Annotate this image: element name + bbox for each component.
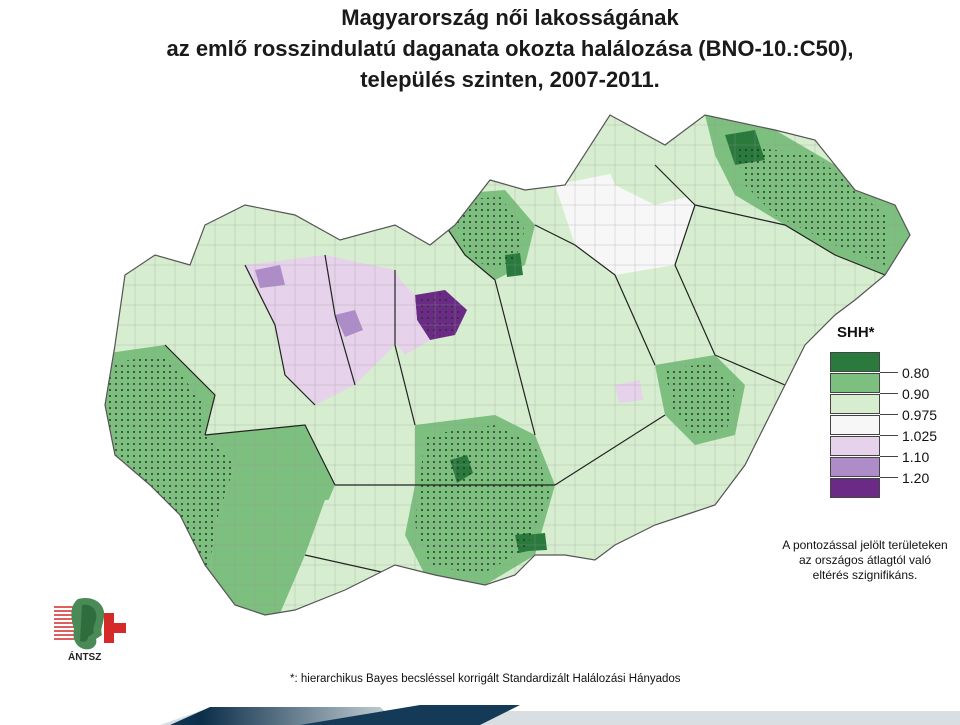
logo-text: ÁNTSZ [68,652,102,663]
map-regions [105,115,910,615]
significance-dots-south [415,425,550,575]
region-borsod-light [595,135,695,205]
hungary-choropleth-map [95,105,915,665]
legend-tick-5 [880,456,898,457]
region-purple-mid-1 [335,310,363,337]
legend-swatch-4 [830,415,880,435]
title-line-1: Magyarország női lakosságának [341,5,679,30]
significance-dots-north [450,197,525,270]
region-transdanubia-purple [245,255,415,405]
significance-dots-east [665,363,735,437]
legend-swatch-7 [830,478,880,498]
antsz-logo-icon [54,597,126,650]
significance-note: A pontozással jelölt területeken az orsz… [770,538,960,583]
legend-swatch-6 [830,457,880,477]
title-line-3: település szinten, 2007-2011. [360,67,660,92]
region-pest-purple [390,275,430,355]
legend-swatch-3 [830,394,880,414]
legend-swatch-2 [830,373,880,393]
title-line-2: az emlő rosszindulatú daganata okozta ha… [166,36,854,61]
legend-break-3: 0.975 [902,407,938,423]
map-title: Magyarország női lakosságának az emlő ro… [0,2,960,95]
legend-break-1: 0.80 [902,365,930,381]
legend-break-2: 0.90 [902,386,930,402]
country-outline [104,114,911,616]
note-line-2: az országos átlagtól való [798,553,932,567]
legend-tick-4 [880,435,898,436]
decorative-band [0,703,960,725]
legend-title: SHH* [837,324,875,341]
legend-tick-3 [880,414,898,415]
region-purple-east [615,380,643,403]
region-purple-mid-2 [255,265,285,288]
note-line-3: eltérés szignifikáns. [812,568,918,582]
legend-break-4: 1.025 [902,428,938,444]
significance-dots-budapest [417,293,463,337]
legend: SHH* 0.80 0.90 0.975 1.025 1.10 1.20 [820,318,960,528]
legend-break-6: 1.20 [902,470,930,486]
legend-swatch-5 [830,436,880,456]
legend-tick-2 [880,393,898,394]
legend-swatch-1 [830,352,880,372]
legend-tick-6 [880,477,898,478]
note-line-1: A pontozással jelölt területeken [782,538,948,552]
map-svg [104,114,911,616]
footnote: *: hierarchikus Bayes becsléssel korrigá… [290,673,681,685]
legend-break-5: 1.10 [902,449,930,465]
legend-tick-1 [880,372,898,373]
